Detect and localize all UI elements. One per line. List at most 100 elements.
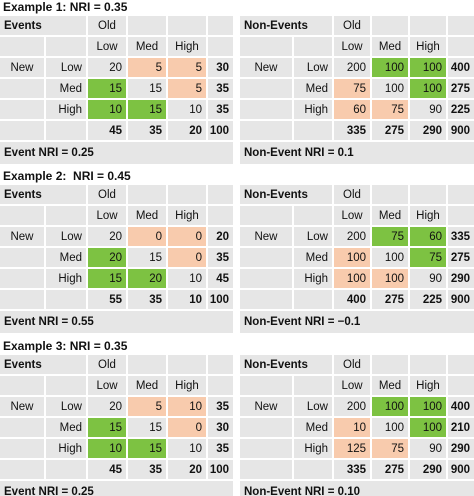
blank-cell (0, 376, 44, 395)
cell: 100 (372, 397, 408, 416)
blank-cell (0, 248, 44, 267)
column-total: 290 (410, 460, 446, 479)
row-label: High (46, 100, 86, 119)
cell: 10 (88, 100, 126, 119)
blank-cell (448, 37, 474, 56)
cell: 100 (410, 397, 446, 416)
column-header: Old (88, 355, 126, 374)
row-header: New (240, 227, 292, 246)
cell: 15 (128, 100, 166, 119)
row-label: Med (294, 418, 332, 437)
row-total: 35 (208, 248, 233, 267)
row-total: 35 (208, 397, 233, 416)
cell: 0 (168, 418, 206, 437)
cell: 10 (168, 397, 206, 416)
row-total: 335 (448, 227, 474, 246)
blank-cell (410, 355, 446, 374)
cell: 200 (334, 58, 370, 77)
blank-cell (372, 16, 408, 35)
blank-cell (0, 79, 44, 98)
blank-cell (46, 290, 86, 309)
blank-cell (410, 16, 446, 35)
column-label: Low (88, 37, 126, 56)
table-label: Non-Events (240, 16, 332, 35)
row-total: 30 (208, 58, 233, 77)
cell: 90 (410, 100, 446, 119)
column-label: Low (88, 206, 126, 225)
blank-cell (240, 439, 292, 458)
cell: 0 (168, 227, 206, 246)
blank-cell (46, 37, 86, 56)
column-total: 335 (334, 121, 370, 140)
row-total: 400 (448, 397, 474, 416)
row-total: 35 (208, 439, 233, 458)
blank-cell (208, 16, 233, 35)
table-footer: Event NRI = 0.55 (0, 311, 233, 333)
column-label: Med (372, 206, 408, 225)
row-label: High (294, 100, 332, 119)
column-total: 900 (448, 460, 474, 479)
example-title: Example 1: NRI = 0.35 (3, 0, 128, 14)
blank-cell (240, 206, 292, 225)
cell: 15 (128, 248, 166, 267)
table-label: Non-Events (240, 185, 332, 204)
column-label: High (168, 206, 206, 225)
column-total: 100 (208, 460, 233, 479)
row-label: High (46, 439, 86, 458)
blank-cell (448, 185, 474, 204)
blank-cell (0, 269, 44, 288)
blank-cell (294, 37, 332, 56)
cell: 200 (334, 397, 370, 416)
column-header: Old (334, 16, 370, 35)
blank-cell (128, 355, 166, 374)
row-total: 290 (448, 439, 474, 458)
blank-cell (410, 185, 446, 204)
column-total: 35 (128, 121, 166, 140)
column-total: 100 (208, 290, 233, 309)
column-header: Old (88, 16, 126, 35)
row-label: High (294, 269, 332, 288)
column-label: Med (372, 376, 408, 395)
cell: 20 (88, 248, 126, 267)
blank-cell (372, 185, 408, 204)
blank-cell (240, 418, 292, 437)
blank-cell (448, 16, 474, 35)
column-total: 400 (334, 290, 370, 309)
column-total: 225 (410, 290, 446, 309)
cell: 15 (128, 418, 166, 437)
cell: 200 (334, 227, 370, 246)
row-label: Low (46, 397, 86, 416)
row-total: 275 (448, 79, 474, 98)
table-label: Events (0, 16, 86, 35)
column-label: Low (88, 376, 126, 395)
column-label: Med (372, 37, 408, 56)
blank-cell (128, 16, 166, 35)
row-total: 275 (448, 248, 474, 267)
blank-cell (46, 206, 86, 225)
column-label: High (410, 206, 446, 225)
cell: 20 (88, 58, 126, 77)
column-total: 900 (448, 121, 474, 140)
cell: 75 (372, 439, 408, 458)
row-total: 45 (208, 269, 233, 288)
cell: 100 (372, 58, 408, 77)
row-label: Med (46, 79, 86, 98)
column-label: Med (128, 37, 166, 56)
table-footer: Event NRI = 0.25 (0, 481, 233, 496)
table-footer: Non-Event NRI = 0.1 (240, 142, 474, 164)
cell: 20 (88, 397, 126, 416)
row-header: New (0, 58, 44, 77)
row-header: New (240, 58, 292, 77)
blank-cell (240, 376, 292, 395)
cell: 75 (372, 100, 408, 119)
table-footer: Non-Event NRI = 0.10 (240, 481, 474, 496)
row-header: New (0, 397, 44, 416)
cell: 60 (334, 100, 370, 119)
table: Events Old Low Med High New Low 20 5 10 35 Med 15 15 0… (0, 355, 233, 496)
blank-cell (240, 290, 292, 309)
cell: 100 (410, 418, 446, 437)
cell: 100 (334, 269, 370, 288)
column-label: High (168, 376, 206, 395)
column-total: 45 (88, 460, 126, 479)
blank-cell (294, 376, 332, 395)
